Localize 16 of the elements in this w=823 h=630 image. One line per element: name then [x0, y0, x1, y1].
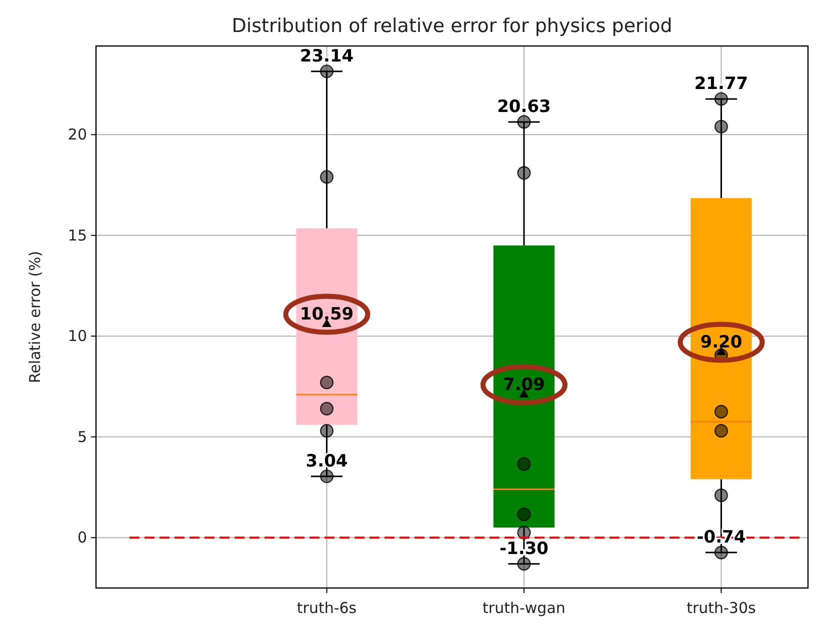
y-axis-title: Relative error (%) — [26, 250, 44, 384]
annotation: 21.77 — [694, 74, 748, 94]
y-tick-label: 10 — [68, 327, 87, 346]
annotation: 20.63 — [497, 96, 551, 117]
y-tick-label: 15 — [68, 226, 87, 244]
x-tick-label: truth-30s — [686, 599, 756, 617]
annotation: 10.59 — [300, 304, 354, 324]
annotation: 7.09 — [503, 374, 545, 395]
y-tick-label: 5 — [77, 428, 87, 446]
y-tick-label: 0 — [77, 528, 87, 547]
x-tick-label: truth-6s — [296, 599, 357, 617]
annotation: 23.14 — [300, 46, 354, 66]
x-tick-label: truth-wgan — [482, 599, 566, 617]
annotation: 9.20 — [700, 332, 742, 352]
y-tick-label: 20 — [68, 126, 87, 144]
chart-title: Distribution of relative error for physics period — [232, 15, 672, 37]
